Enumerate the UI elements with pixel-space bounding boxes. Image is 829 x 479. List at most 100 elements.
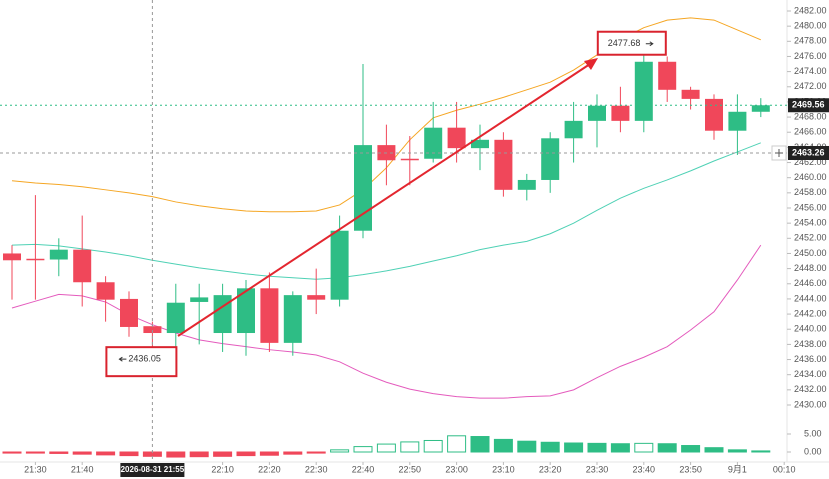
- x-tick-label: 23:40: [633, 464, 656, 474]
- candle-body: [96, 282, 115, 300]
- candle-body: [120, 298, 138, 327]
- histogram-bar: [49, 451, 69, 454]
- y-tick-label: 2458.00: [794, 187, 827, 197]
- histogram-bar: [587, 442, 607, 453]
- y-tick-label: 2432.00: [794, 384, 827, 394]
- crosshair-price-label: 2463.26: [792, 147, 825, 157]
- histogram-bar: [447, 435, 467, 453]
- trend-arrow: [177, 63, 591, 337]
- candle-body: [658, 61, 677, 90]
- crosshair-time-box: [120, 463, 185, 477]
- candle-body: [447, 127, 466, 149]
- candle-body: [705, 98, 723, 131]
- y-tick-label: 2456.00: [794, 202, 827, 212]
- candle-body: [3, 253, 21, 261]
- histogram-bar: [189, 451, 209, 458]
- histogram-bar: [400, 441, 420, 453]
- histogram-bar: [283, 451, 303, 455]
- histogram-bar: [2, 451, 22, 454]
- candle-body: [424, 127, 443, 159]
- x-tick-label: 22:30: [305, 464, 328, 474]
- candle-body: [494, 139, 513, 190]
- candle-body: [143, 326, 162, 334]
- candle-body: [681, 89, 700, 99]
- y-tick-label: 2454.00: [794, 218, 827, 228]
- candle-body: [471, 139, 489, 149]
- histogram-bar: [96, 451, 116, 456]
- candle-body: [728, 111, 747, 131]
- y-tick-label: 2438.00: [794, 339, 827, 349]
- histogram-bar: [634, 442, 654, 453]
- y-tick-label: 2460.00: [794, 172, 827, 182]
- histogram-bar: [493, 438, 513, 453]
- candle-body: [190, 297, 209, 302]
- x-tick-label: 21:40: [71, 464, 94, 474]
- histogram-bar: [681, 445, 701, 453]
- y-tick-label: 2436.00: [794, 354, 827, 364]
- y-tick-label: 2452.00: [794, 233, 827, 243]
- low-annotation-box: [105, 346, 178, 378]
- high-annotation-label: 2477.68: [608, 38, 641, 48]
- candle-body: [588, 105, 606, 121]
- x-tick-label: 23:20: [539, 464, 562, 474]
- y-tick-label: 2472.00: [794, 81, 827, 91]
- last-price-label: 2469.56: [792, 100, 825, 110]
- histogram-bar: [704, 447, 724, 453]
- y-tick-label: 2440.00: [794, 324, 827, 334]
- candle-body: [260, 288, 279, 343]
- y-tick-label: 2434.00: [794, 369, 827, 379]
- candle-body: [26, 258, 45, 261]
- crosshair-price-box: [788, 145, 829, 160]
- y-tick-label: 2442.00: [794, 308, 827, 318]
- last-price-box: [788, 98, 829, 113]
- candle-body: [213, 295, 232, 334]
- x-tick-label: 22:50: [399, 464, 422, 474]
- crosshair-time-label: 2026-08-31 21:55: [121, 465, 185, 474]
- y-tick-label: 2462.00: [794, 157, 827, 167]
- x-tick-label: 22:10: [211, 464, 234, 474]
- y-tick-label: 2476.00: [794, 51, 827, 61]
- x-tick-label: 23:50: [679, 464, 702, 474]
- histogram-bar: [259, 451, 279, 456]
- candle-body: [73, 249, 92, 283]
- y-tick-label: 2480.00: [794, 21, 827, 31]
- histogram-bar: [470, 436, 490, 453]
- y-tick-label: 2478.00: [794, 36, 827, 46]
- x-tick-label: 21:30: [24, 464, 47, 474]
- histogram-bar: [423, 439, 443, 453]
- candle-body: [541, 138, 560, 180]
- y-tick-label: 2466.00: [794, 127, 827, 137]
- histogram-bar: [236, 451, 256, 457]
- x-tick-label: 00:10: [773, 464, 796, 474]
- histogram-bar: [517, 440, 537, 453]
- histogram-bar: [353, 446, 373, 453]
- candle-body: [564, 120, 583, 139]
- candle-body: [517, 179, 536, 190]
- y-tick-label: 2430.00: [794, 399, 827, 409]
- histogram-bar: [376, 443, 396, 453]
- histogram-bar: [306, 451, 326, 454]
- x-tick-label: 23:10: [492, 464, 515, 474]
- y-tick-label: 2444.00: [794, 293, 827, 303]
- histogram-bar: [564, 442, 584, 453]
- candle-body: [49, 249, 68, 260]
- candle-body: [751, 105, 770, 112]
- low-annotation-arrow: [118, 356, 127, 362]
- candle-body: [330, 230, 349, 300]
- histogram-bar: [25, 451, 45, 454]
- y-tick-label: 2468.00: [794, 111, 827, 121]
- candle-body: [634, 61, 653, 121]
- histogram-bar: [657, 443, 677, 453]
- low-annotation-label: 2436.05: [128, 354, 161, 364]
- crosshair-plus-icon: [775, 148, 783, 157]
- overlay-line: [11, 142, 761, 280]
- y-tick-label: 5.00: [804, 428, 822, 438]
- candle-body: [354, 145, 372, 231]
- histogram-bar: [610, 443, 630, 453]
- x-tick-label: 22:40: [352, 464, 375, 474]
- x-tick-label: 9月1: [728, 464, 747, 474]
- high-annotation-box: [596, 30, 667, 56]
